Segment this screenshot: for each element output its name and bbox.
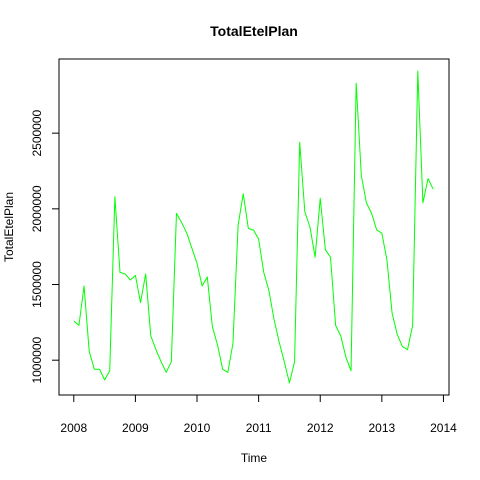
series-line-0 [73,70,434,384]
x-tick-label: 2012 [307,421,334,435]
x-tick-label: 2014 [430,421,457,435]
y-axis: 1000000 1500000 2000000 2500000 [30,109,60,384]
y-axis-title: TotalEtelPlan [2,192,16,262]
y-tick-label: 1500000 [30,261,44,308]
plot-frame [58,58,450,396]
x-axis: 2008 2009 2010 2011 2012 2013 2014 [60,394,457,435]
series-layer [73,70,434,384]
x-tick-label: 2009 [122,421,149,435]
y-tick-label: 2000000 [30,185,44,232]
chart-title: TotalEtelPlan [210,23,298,39]
x-tick-label: 2011 [246,421,272,435]
y-tick-label: 1000000 [30,337,44,384]
x-tick-label: 2013 [368,421,395,435]
y-tick-label: 2500000 [30,109,44,156]
x-tick-label: 2008 [60,421,87,435]
x-tick-label: 2010 [184,421,211,435]
x-axis-title: Time [241,451,268,465]
